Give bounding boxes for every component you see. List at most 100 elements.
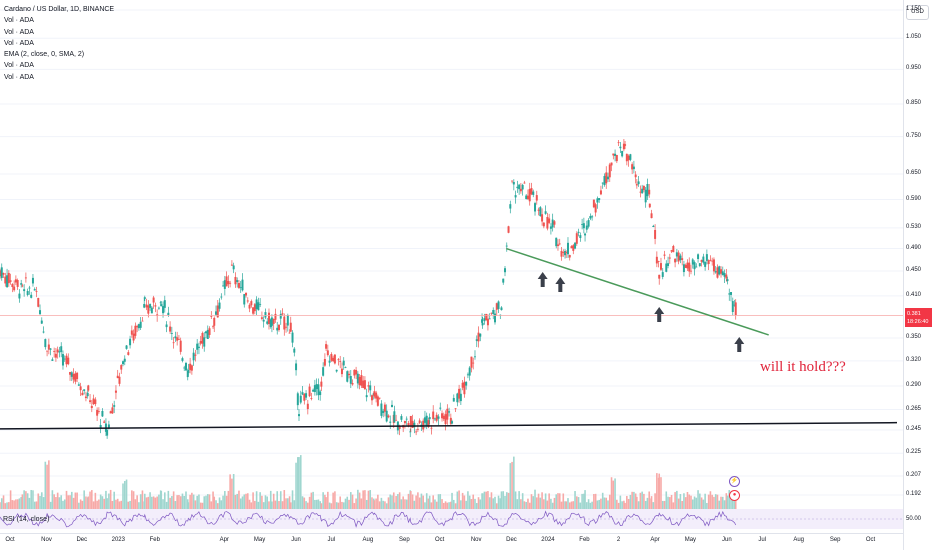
candle-body [548,218,551,223]
volume-bar [463,495,466,510]
price-chart[interactable] [0,0,903,533]
time-tick-label: Aug [362,537,374,543]
volume-bar [205,495,207,510]
annotation-text[interactable]: will it hold??? [760,359,846,375]
indicator-label-vol-2[interactable]: Vol · ADA [4,28,34,36]
volume-bar [627,498,630,510]
volume-bar [358,492,361,510]
volume-bar [134,499,137,510]
candle-body [466,374,469,376]
volume-bar [234,494,237,510]
candle-body [546,216,549,229]
candle-body [430,427,433,429]
candle-body [493,313,496,323]
candle-body [617,142,620,144]
volume-bar [395,496,397,510]
volume-bar [596,500,599,510]
indicator-label-vol-1[interactable]: Vol · ADA [4,17,34,25]
indicator-label-vol-3[interactable]: Vol · ADA [4,39,34,47]
candle-body [177,338,180,340]
candle-body [707,260,710,265]
candle-body [444,414,447,425]
volume-bar [495,503,498,510]
volume-bar [690,495,692,510]
rsi-indicator-label[interactable]: RSI (14, close) [3,516,50,523]
candle-body [565,252,568,254]
volume-bar [639,492,642,510]
volume-bar [634,493,637,510]
candle-body [488,318,491,320]
price-tick-label: 0.850 [906,100,922,106]
volume-bar [688,494,691,510]
candle-body [208,328,211,335]
candle-body [387,415,390,418]
alert-icon[interactable]: ● [729,490,740,501]
candle-body [411,420,414,428]
price-axis[interactable] [903,0,932,550]
volume-bar [232,474,235,510]
candle-body [63,358,66,360]
volume-bar [636,496,638,510]
volume-bar [716,494,719,510]
volume-bar [548,493,550,510]
volume-bar [442,502,445,510]
candle-body [120,365,123,370]
candle-body [365,395,368,398]
candle-body [733,304,736,306]
candle-body [84,396,87,399]
candle-body [293,348,296,353]
volume-bar [393,502,396,510]
candle-body [225,276,228,287]
candle-body [58,351,61,353]
candle-body [51,359,54,361]
candle-body [596,198,599,203]
price-tick-label: 0.290 [906,382,922,388]
indicator-label-vol-4[interactable]: Vol · ADA [4,62,34,70]
volume-bar [328,502,331,510]
chart-area[interactable] [0,0,903,533]
volume-bar [314,499,316,510]
candle-body [674,258,677,263]
volume-bar [162,499,164,510]
candle-body [319,391,322,395]
volume-bar [28,497,31,510]
candle-body [459,393,462,402]
candle-body [539,207,542,217]
candle-body [26,291,29,296]
candle-body [101,411,104,417]
time-axis[interactable] [0,533,903,551]
candle-body [516,186,519,189]
lightning-icon[interactable]: ⚡ [729,476,740,487]
volume-bar [670,494,673,510]
candle-body [355,369,358,375]
volume-bar [25,491,27,510]
candle-body [46,350,49,352]
volume-bar [623,500,625,510]
indicator-label-vol-5[interactable]: Vol · ADA [4,73,34,81]
volume-bar [346,496,349,510]
candle-body [14,279,17,283]
volume-bar [584,490,586,510]
candle-body [479,333,482,337]
candle-body [458,388,461,399]
volume-bar [658,473,661,510]
volume-bar [652,502,655,510]
candle-body [610,162,613,166]
volume-bar [608,494,611,510]
candle-body [725,274,728,279]
volume-bar [367,490,370,510]
volume-bar [504,495,506,510]
candle-body [160,304,163,306]
indicator-label-ema[interactable]: EMA (2, close, 0, SMA, 2) [4,51,85,59]
currency-badge[interactable]: USD [906,5,929,20]
volume-bar [99,494,102,510]
price-tick-label: 0.410 [906,291,922,298]
candle-body [264,312,267,318]
volume-bar [404,499,406,510]
volume-bar [222,495,224,510]
candle-body [103,421,106,423]
symbol-title[interactable]: Cardano / US Dollar, 1D, BINANCE [4,6,115,13]
candle-body [650,213,653,219]
volume-bar [576,496,578,510]
candle-body [206,329,209,340]
